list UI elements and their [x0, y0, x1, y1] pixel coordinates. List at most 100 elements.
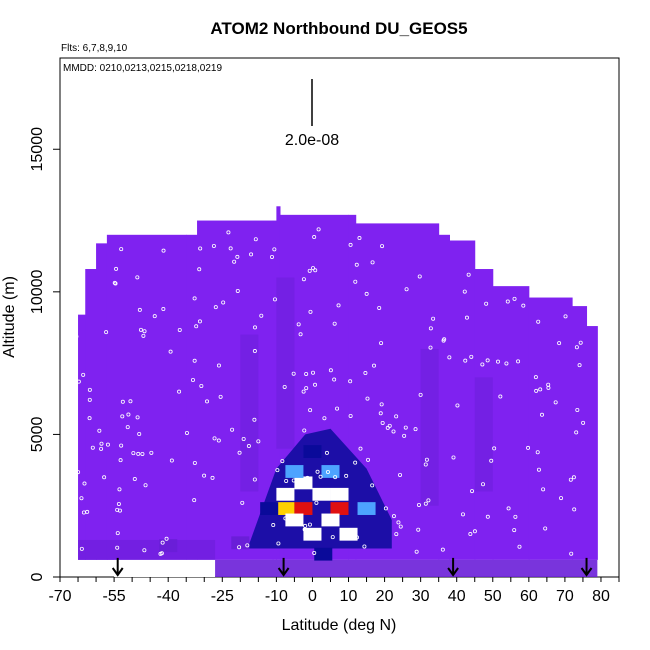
obs-point: [414, 549, 419, 554]
obs-point: [245, 543, 250, 548]
obs-point: [304, 386, 309, 391]
obs-point: [284, 478, 289, 483]
obs-point: [169, 458, 174, 463]
field-gap: [114, 559, 216, 577]
obs-point: [192, 296, 197, 301]
obs-point: [240, 500, 245, 505]
obs-point: [211, 243, 216, 248]
obs-point: [190, 378, 195, 383]
obs-point: [394, 532, 399, 537]
obs-point: [426, 498, 431, 503]
obs-point: [87, 397, 92, 402]
y-axis: 0 5000 10000 15000: [29, 127, 60, 581]
obs-point: [468, 532, 473, 537]
obs-point: [577, 363, 582, 368]
obs-point: [114, 266, 119, 271]
obs-point: [325, 469, 330, 474]
obs-point: [431, 316, 436, 321]
obs-point: [484, 301, 489, 306]
obs-point: [463, 358, 468, 363]
obs-point: [485, 358, 490, 363]
obs-point: [495, 359, 500, 364]
obs-point: [312, 235, 317, 240]
obs-point: [348, 242, 353, 247]
obs-point: [205, 399, 210, 404]
x-tick-label: 0: [308, 588, 317, 605]
obs-point: [413, 427, 418, 432]
obs-point: [282, 384, 287, 389]
obs-point: [372, 363, 377, 368]
obs-point: [516, 359, 521, 364]
obs-point: [283, 516, 288, 521]
obs-point: [440, 547, 445, 552]
obs-point: [237, 545, 242, 550]
obs-point: [387, 423, 392, 428]
field-column: [449, 240, 476, 560]
obs-point: [197, 267, 202, 272]
plume-cell: [303, 527, 322, 541]
obs-point: [126, 412, 131, 417]
obs-point: [534, 388, 539, 393]
obs-point: [235, 254, 240, 259]
obs-point: [138, 327, 143, 332]
obs-point: [168, 349, 173, 354]
flight-marker-head: [580, 567, 593, 577]
obs-point: [296, 322, 301, 327]
obs-point: [232, 259, 237, 264]
x-tick-label: -55: [103, 588, 126, 605]
obs-point: [362, 544, 367, 549]
obs-point: [447, 355, 452, 360]
obs-point: [543, 526, 548, 531]
obs-point: [553, 400, 558, 405]
obs-point: [272, 297, 277, 302]
obs-point: [311, 370, 316, 375]
obs-point: [177, 327, 182, 332]
obs-point: [536, 319, 541, 324]
obs-point: [149, 450, 154, 455]
obs-point: [142, 548, 147, 553]
obs-point: [335, 406, 340, 411]
obs-point: [72, 451, 77, 456]
x-tick-label: -25: [211, 588, 234, 605]
obs-point: [504, 361, 509, 366]
obs-point: [344, 473, 349, 478]
obs-point: [235, 288, 240, 293]
obs-point: [357, 236, 362, 241]
obs-point: [90, 445, 95, 450]
plume-cell: [330, 502, 349, 515]
obs-point: [581, 420, 586, 425]
obs-point: [472, 529, 477, 534]
plume-cell: [276, 502, 295, 515]
obs-point: [291, 478, 296, 483]
field-column: [528, 297, 573, 560]
dates-note: MMDD: 0210,0213,0215,0218,0219: [63, 63, 222, 74]
obs-point: [102, 475, 107, 480]
field-streak: [240, 334, 259, 492]
field-column: [492, 286, 530, 560]
plume-cell: [330, 487, 349, 501]
x-axis-label: Latitude (deg N): [282, 617, 397, 634]
obs-point: [275, 468, 280, 473]
obs-point: [328, 368, 333, 373]
obs-point: [161, 248, 166, 253]
obs-point: [252, 325, 257, 330]
obs-point: [417, 274, 422, 279]
obs-point: [308, 408, 313, 413]
field-column: [586, 326, 598, 560]
obs-point: [252, 477, 257, 482]
obs-point: [301, 389, 306, 394]
obs-point: [383, 506, 388, 511]
obs-point: [218, 394, 223, 399]
obs-point: [557, 341, 562, 346]
obs-point: [455, 403, 460, 408]
field-column: [78, 314, 86, 560]
plume-cell: [276, 487, 295, 501]
obs-point: [272, 247, 277, 252]
obs-point: [517, 544, 522, 549]
plume-cell: [285, 513, 304, 527]
obs-point: [119, 443, 124, 448]
obs-point: [535, 450, 540, 455]
plume-cell: [321, 465, 340, 478]
obs-point: [354, 262, 359, 267]
flight-marker-head: [447, 567, 459, 577]
